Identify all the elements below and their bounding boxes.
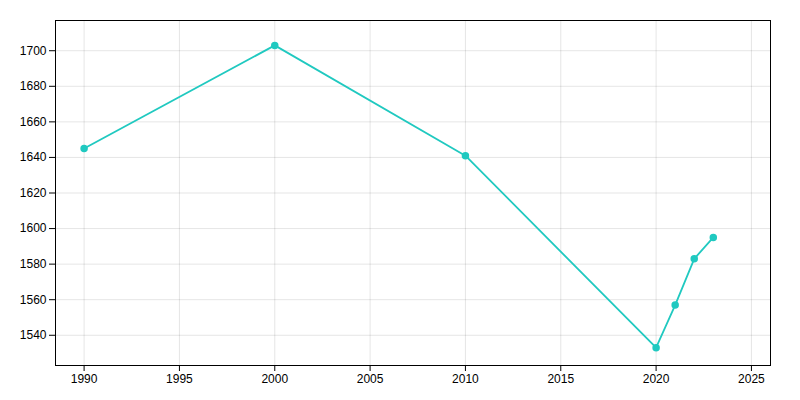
svg-text:2015: 2015	[547, 372, 574, 386]
svg-text:1540: 1540	[20, 328, 47, 342]
svg-text:2005: 2005	[357, 372, 384, 386]
svg-text:1580: 1580	[20, 257, 47, 271]
svg-text:1620: 1620	[20, 186, 47, 200]
svg-text:1660: 1660	[20, 115, 47, 129]
svg-text:1560: 1560	[20, 293, 47, 307]
svg-text:2000: 2000	[261, 372, 288, 386]
svg-text:1600: 1600	[20, 221, 47, 235]
svg-text:1995: 1995	[166, 372, 193, 386]
svg-text:2025: 2025	[738, 372, 765, 386]
svg-text:1990: 1990	[71, 372, 98, 386]
svg-text:1680: 1680	[20, 79, 47, 93]
svg-text:2020: 2020	[643, 372, 670, 386]
svg-text:1700: 1700	[20, 44, 47, 58]
svg-text:1640: 1640	[20, 150, 47, 164]
svg-text:2010: 2010	[452, 372, 479, 386]
